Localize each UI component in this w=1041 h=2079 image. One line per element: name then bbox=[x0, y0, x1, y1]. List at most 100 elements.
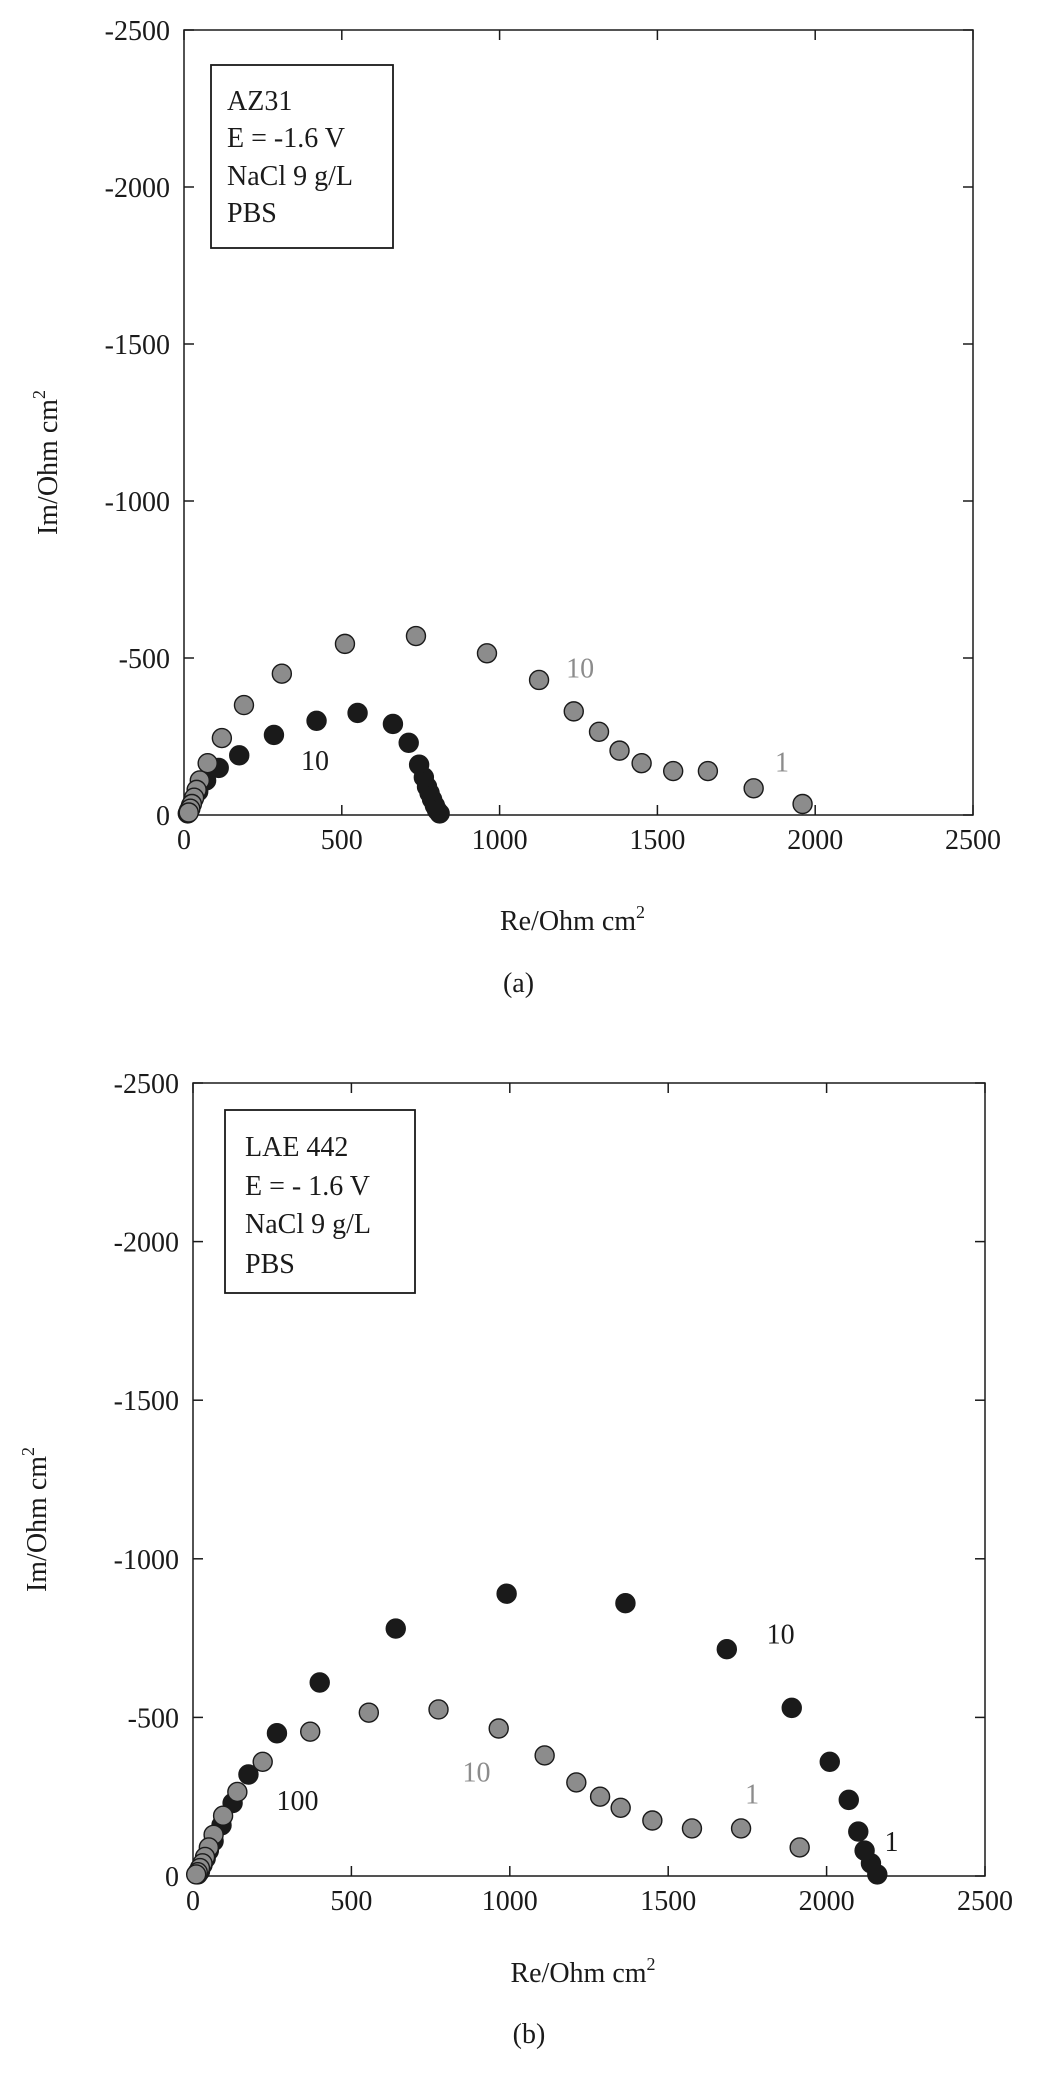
data-point bbox=[534, 1745, 555, 1766]
x-axis-label: Re/Ohm cm2 bbox=[510, 1954, 655, 1989]
data-point bbox=[271, 663, 293, 684]
panel-caption: (b) bbox=[513, 2019, 546, 2050]
x-axis-label-text: Re/Ohm cm bbox=[510, 1958, 646, 1989]
data-point bbox=[662, 760, 684, 782]
series-pbs bbox=[178, 625, 813, 823]
data-point bbox=[266, 1723, 288, 1744]
y-axis-label-text: Im/Ohm cm bbox=[33, 399, 64, 535]
data-point bbox=[848, 1821, 869, 1842]
frequency-annotation: 1 bbox=[885, 1827, 899, 1858]
y-tick-label: -500 bbox=[119, 644, 170, 675]
y-tick-label: -2000 bbox=[114, 1228, 179, 1259]
data-point bbox=[300, 1721, 321, 1742]
y-tick-label: -1000 bbox=[114, 1545, 179, 1576]
data-point bbox=[563, 701, 584, 722]
data-point bbox=[309, 1672, 330, 1693]
data-point bbox=[819, 1751, 840, 1773]
y-axis-label-superscript: 2 bbox=[18, 1447, 38, 1456]
x-tick-label: 2500 bbox=[945, 825, 1001, 856]
data-point bbox=[588, 721, 610, 742]
chart-panel-a: 0 500 1000 1500 2000 2500 0 -500 -1000 -1500 -2000… bbox=[29, 16, 1001, 999]
data-point bbox=[528, 669, 550, 691]
x-tick-label: 2000 bbox=[799, 1886, 855, 1917]
x-tick-label: 0 bbox=[186, 1886, 200, 1917]
x-tick-label: 500 bbox=[321, 825, 363, 856]
series-pbs bbox=[185, 1699, 810, 1885]
data-point bbox=[631, 752, 652, 774]
data-point bbox=[178, 802, 199, 823]
data-point bbox=[566, 1772, 587, 1793]
data-point bbox=[496, 1583, 517, 1604]
legend-line: LAE 442 bbox=[245, 1132, 348, 1163]
y-tick-label: -2000 bbox=[105, 173, 170, 204]
x-tick-label: 1500 bbox=[640, 1886, 696, 1917]
legend-line: PBS bbox=[245, 1249, 295, 1280]
data-point bbox=[405, 625, 427, 647]
legend-line: NaCl 9 g/L bbox=[245, 1209, 371, 1240]
data-point bbox=[229, 745, 250, 766]
data-point bbox=[238, 1764, 259, 1785]
x-axis-label-text: Re/Ohm cm bbox=[500, 906, 636, 937]
data-point bbox=[610, 1797, 631, 1819]
data-point bbox=[428, 1699, 449, 1720]
y-tick-label: 0 bbox=[156, 801, 170, 832]
y-axis-label: Im/Ohm cm2 bbox=[18, 1447, 53, 1592]
data-point bbox=[697, 760, 719, 782]
data-point bbox=[398, 732, 419, 753]
data-point bbox=[488, 1718, 509, 1739]
data-point bbox=[589, 1786, 611, 1807]
y-axis-label-text: Im/Ohm cm bbox=[22, 1456, 53, 1592]
legend-line: PBS bbox=[227, 198, 277, 229]
data-point bbox=[197, 752, 218, 774]
y-tick-label: -1000 bbox=[105, 487, 170, 518]
x-tick-label: 1000 bbox=[472, 825, 528, 856]
legend-line: E = -1.6 V bbox=[227, 123, 345, 154]
frequency-annotation: 10 bbox=[301, 746, 329, 777]
data-point bbox=[233, 694, 255, 716]
data-point bbox=[212, 1805, 234, 1826]
data-point bbox=[716, 1639, 738, 1660]
data-point bbox=[476, 643, 498, 664]
x-tick-label: 1500 bbox=[629, 825, 685, 856]
data-point bbox=[211, 727, 233, 749]
y-tick-label: 0 bbox=[165, 1862, 179, 1893]
data-point bbox=[789, 1837, 810, 1858]
data-point bbox=[252, 1751, 273, 1773]
frequency-annotation: 10 bbox=[463, 1757, 491, 1788]
data-point bbox=[743, 778, 764, 799]
plot-frame bbox=[192, 1082, 986, 1877]
data-point bbox=[730, 1818, 752, 1839]
data-point bbox=[792, 793, 813, 815]
data-point bbox=[609, 740, 630, 761]
x-tick-label: 0 bbox=[177, 825, 191, 856]
data-point bbox=[385, 1618, 406, 1639]
data-point bbox=[854, 1840, 875, 1861]
data-point bbox=[382, 713, 404, 735]
legend-line: E = - 1.6 V bbox=[245, 1171, 370, 1202]
frequency-annotation: 10 bbox=[566, 653, 594, 684]
data-point bbox=[334, 633, 356, 655]
frequency-annotation: 100 bbox=[277, 1786, 319, 1817]
data-point bbox=[263, 724, 285, 746]
data-point bbox=[615, 1593, 636, 1614]
x-axis-label-superscript: 2 bbox=[647, 1954, 656, 1974]
legend-line: AZ31 bbox=[227, 86, 292, 117]
data-point bbox=[306, 710, 327, 731]
x-tick-label: 2000 bbox=[787, 825, 843, 856]
y-tick-label: -1500 bbox=[105, 330, 170, 361]
data-point bbox=[347, 702, 368, 724]
y-axis-label-superscript: 2 bbox=[29, 390, 49, 399]
data-point bbox=[227, 1781, 248, 1803]
y-tick-label: -500 bbox=[128, 1703, 179, 1734]
chart-panel-b: 0 500 1000 1500 2000 2500 0 -500 -1000 -1500 -2000… bbox=[18, 1069, 1013, 2050]
frequency-annotation: 1 bbox=[775, 748, 789, 779]
y-tick-label: -2500 bbox=[105, 16, 170, 47]
data-point bbox=[185, 1864, 207, 1885]
data-point bbox=[838, 1789, 859, 1811]
data-point bbox=[358, 1702, 380, 1723]
data-point bbox=[408, 754, 430, 775]
y-tick-label: -1500 bbox=[114, 1386, 179, 1417]
legend-line: NaCl 9 g/L bbox=[227, 161, 353, 192]
plot-frame bbox=[183, 29, 974, 816]
